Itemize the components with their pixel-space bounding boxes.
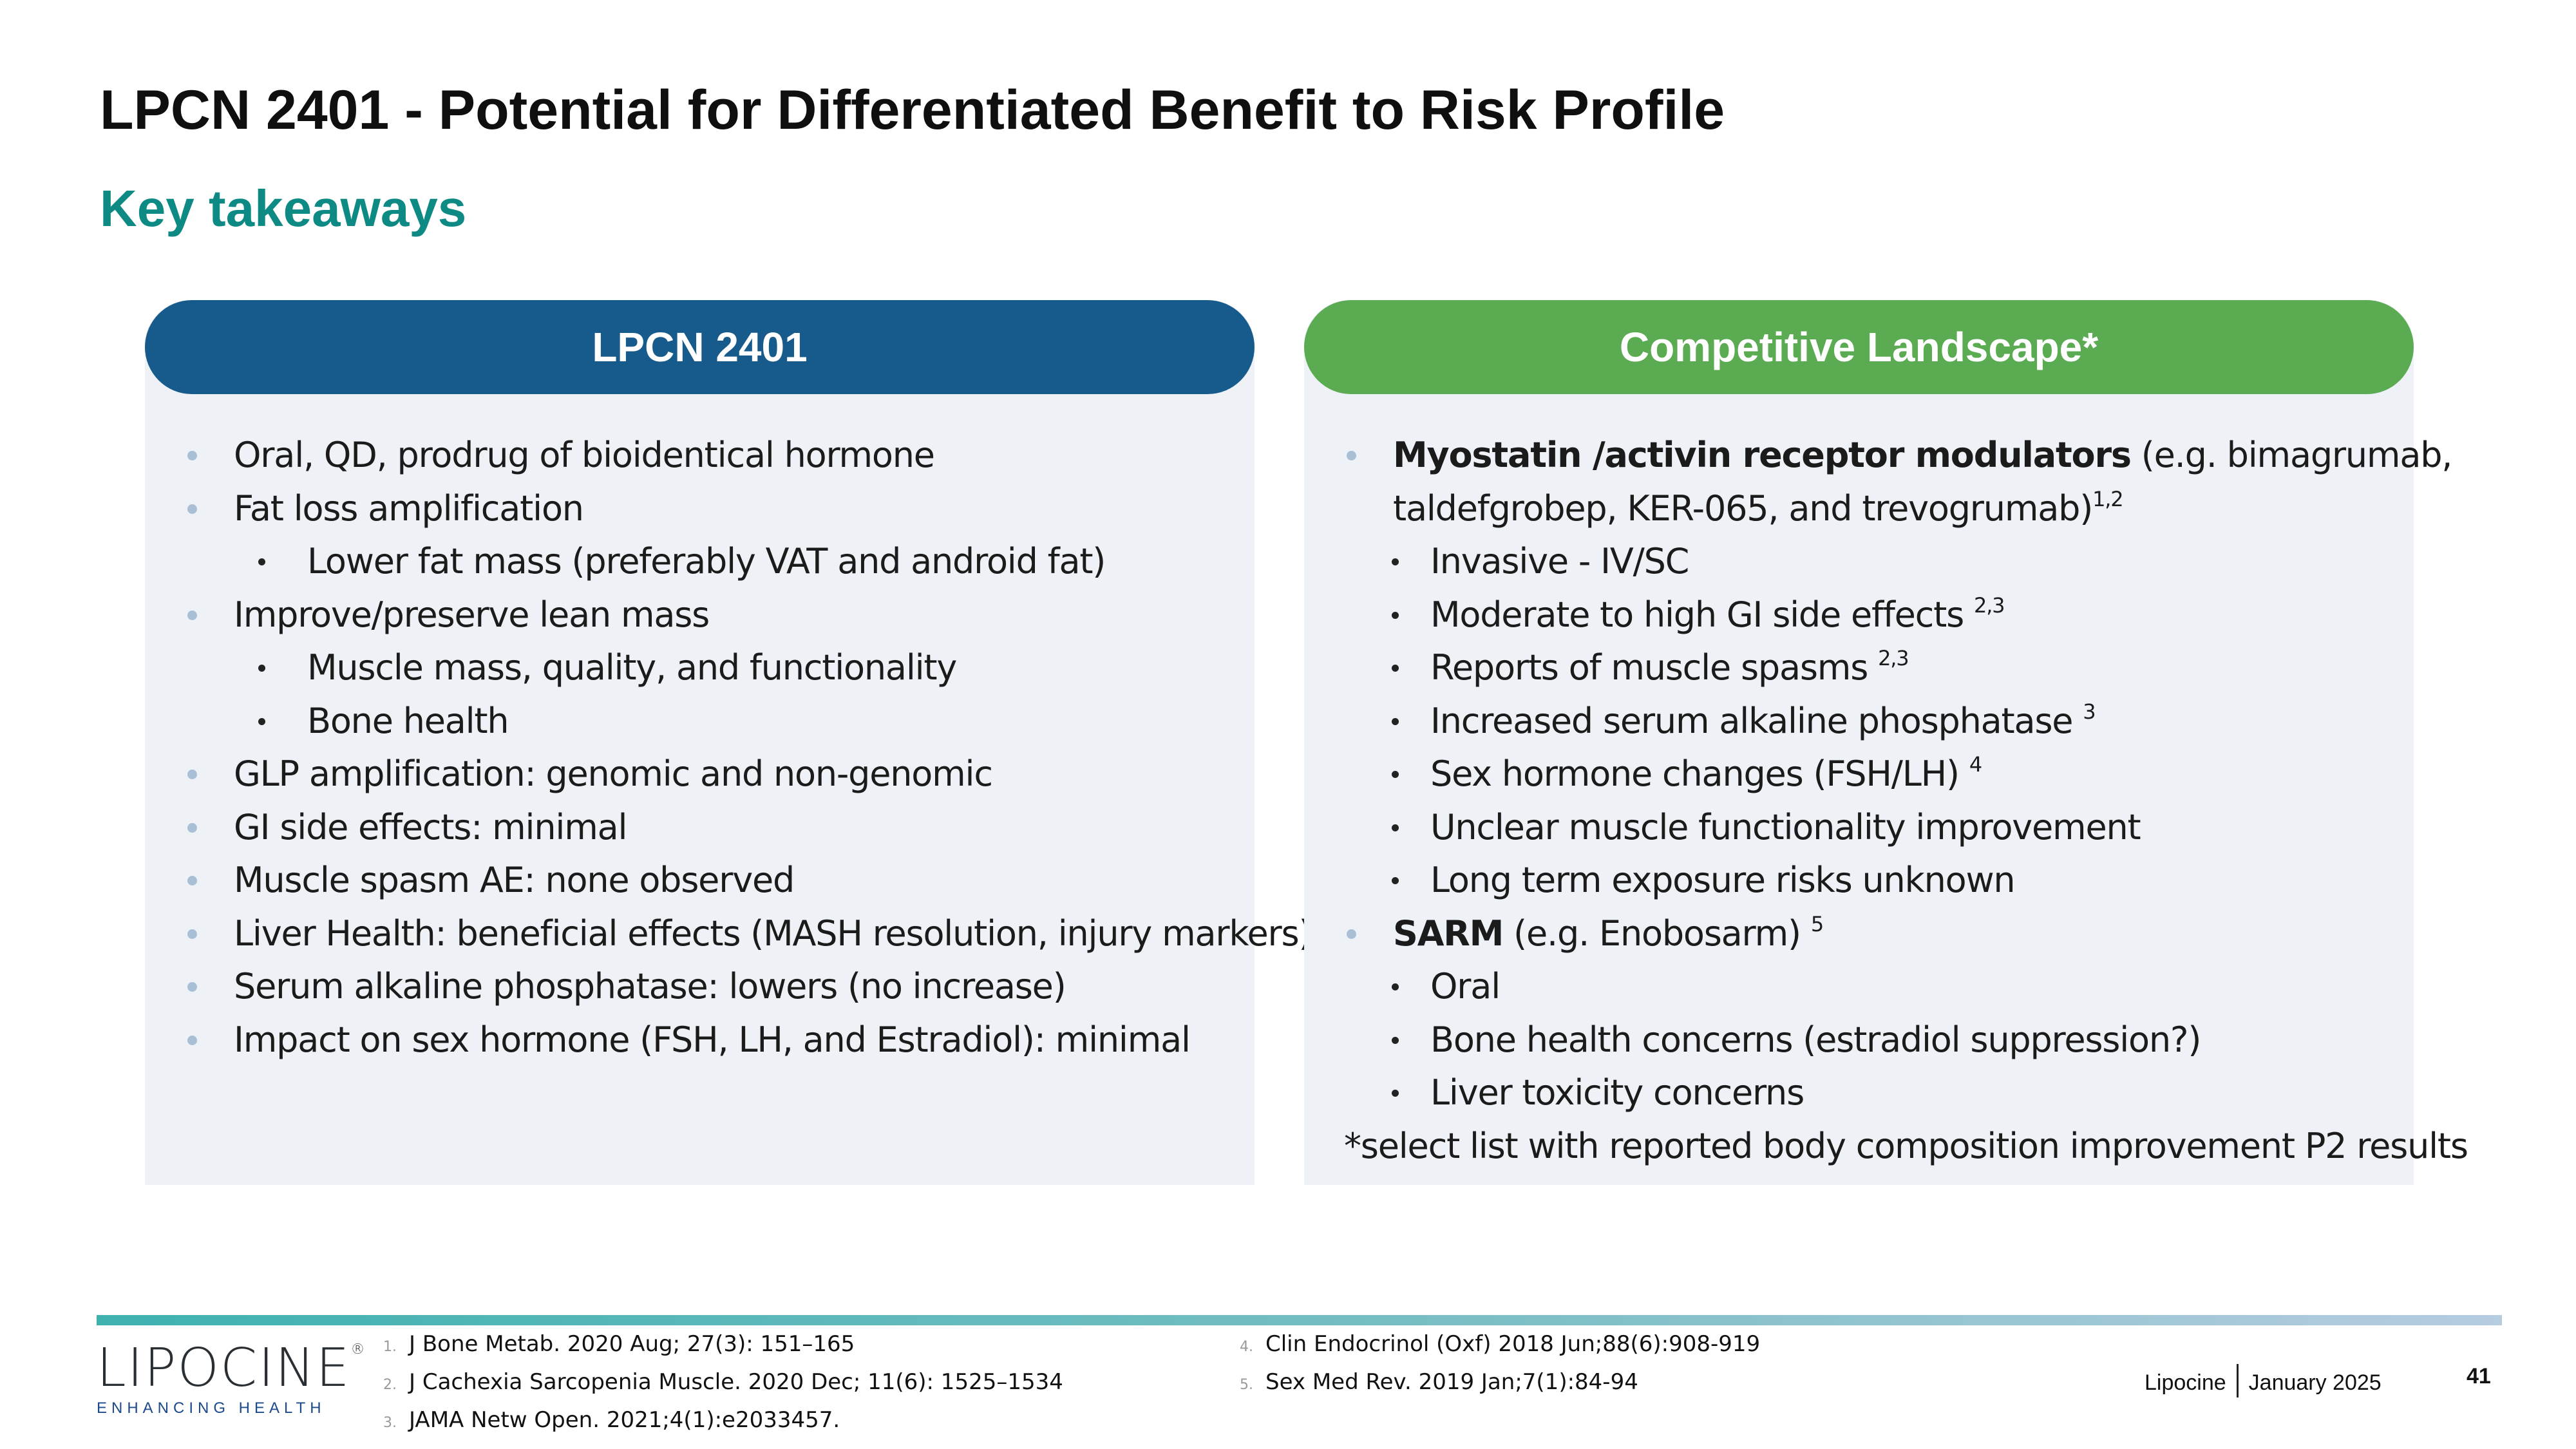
- lpcn-panel-header: LPCN 2401: [145, 300, 1255, 394]
- myostatin-examples-cont: taldefgrobep, KER-065, and trevogrumab): [1393, 488, 2093, 529]
- list-item: Impact on sex hormone (FSH, LH, and Estr…: [145, 1014, 1242, 1067]
- list-item-myostatin: Myostatin /activin receptor modulators (…: [1304, 429, 2452, 535]
- list-item: Oral, QD, prodrug of bioidentical hormon…: [145, 429, 1242, 482]
- list-subitem: Invasive - IV/SC: [1304, 535, 2401, 589]
- lpcn-panel: LPCN 2401 Oral, QD, prodrug of bioidenti…: [145, 300, 1312, 1185]
- registered-mark: ®: [350, 1341, 366, 1358]
- references-col-2: 4. Clin Endocrinol (Oxf) 2018 Jun;88(6):9…: [1240, 1327, 1760, 1403]
- slide-subtitle: Key takeaways: [100, 180, 467, 237]
- list-item: Muscle spasm AE: none observed: [145, 854, 1242, 907]
- lipocine-logo: LIPOCINE® ENHANCING HEALTH: [97, 1342, 365, 1417]
- competitive-list: Myostatin /activin receptor modulators (…: [1304, 429, 2468, 1173]
- list-item: Fat loss amplification: [145, 482, 1242, 536]
- reference-item: 2. J Cachexia Sarcopenia Muscle. 2020 Dec…: [383, 1369, 1063, 1395]
- sarm-label: SARM: [1393, 913, 1504, 954]
- footer-divider: [97, 1315, 2502, 1325]
- myostatin-examples: (e.g. bimagrumab,: [2130, 435, 2453, 475]
- list-item: GLP amplification: genomic and non-genom…: [145, 748, 1242, 801]
- reference-item: 5. Sex Med Rev. 2019 Jan;7(1):84-94: [1240, 1369, 1638, 1395]
- list-subitem: Bone health: [145, 695, 1242, 748]
- list-subitem: Bone health concerns (estradiol suppress…: [1304, 1014, 2401, 1067]
- myostatin-ref: 1,2: [2092, 486, 2124, 511]
- myostatin-label: Myostatin /activin receptor modulators: [1393, 435, 2132, 475]
- footer-separator: [2236, 1364, 2239, 1397]
- list-subitem: Oral: [1304, 960, 2401, 1014]
- list-item: GI side effects: minimal: [145, 801, 1242, 855]
- slide-title: LPCN 2401 - Potential for Differentiated…: [100, 79, 1725, 141]
- footer-info: Lipocine January 2025: [2145, 1364, 2382, 1397]
- list-subitem: Muscle mass, quality, and functionality: [145, 641, 1242, 695]
- list-item: Liver Health: beneficial effects (MASH r…: [145, 907, 1312, 961]
- list-subitem: Reports of muscle spasms 2,3: [1304, 641, 2401, 695]
- footer-company: Lipocine: [2145, 1370, 2226, 1395]
- references-col-1: 1. J Bone Metab. 2020 Aug; 27(3): 151–165…: [383, 1327, 1063, 1441]
- list-item-sarm: SARM (e.g. Enobosarm) 5: [1304, 907, 2401, 961]
- footnote-select-list: *select list with reported body composit…: [1344, 1125, 2468, 1166]
- reference-item: 4. Clin Endocrinol (Oxf) 2018 Jun;88(6):9…: [1240, 1331, 1761, 1357]
- reference-item: 3. JAMA Netw Open. 2021;4(1):e2033457.: [383, 1407, 840, 1433]
- footer-date: January 2025: [2248, 1370, 2382, 1395]
- reference-item: 1. J Bone Metab. 2020 Aug; 27(3): 151–165: [383, 1331, 855, 1357]
- list-subitem: Moderate to high GI side effects 2,3: [1304, 589, 2401, 642]
- list-subitem: Increased serum alkaline phosphatase 3: [1304, 695, 2401, 748]
- list-subitem: Unclear muscle functionality improvement: [1304, 801, 2401, 855]
- competitive-landscape-panel: Competitive Landscape* Myostatin /activi…: [1304, 300, 2468, 1185]
- list-item: Serum alkaline phosphatase: lowers (no i…: [145, 960, 1242, 1014]
- list-subitem: Long term exposure risks unknown: [1304, 854, 2401, 907]
- list-subitem: Liver toxicity concerns: [1304, 1066, 2401, 1120]
- page-number: 41: [2467, 1364, 2491, 1388]
- lpcn-list: Oral, QD, prodrug of bioidentical hormon…: [145, 429, 1312, 1067]
- list-item: Improve/preserve lean mass: [145, 589, 1242, 642]
- logo-wordmark: LIPOCINE: [97, 1338, 351, 1399]
- competitive-panel-header: Competitive Landscape*: [1304, 300, 2414, 394]
- list-subitem: Lower fat mass (preferably VAT and andro…: [145, 535, 1242, 589]
- logo-tagline: ENHANCING HEALTH: [97, 1399, 326, 1417]
- list-subitem: Sex hormone changes (FSH/LH) 4: [1304, 748, 2401, 801]
